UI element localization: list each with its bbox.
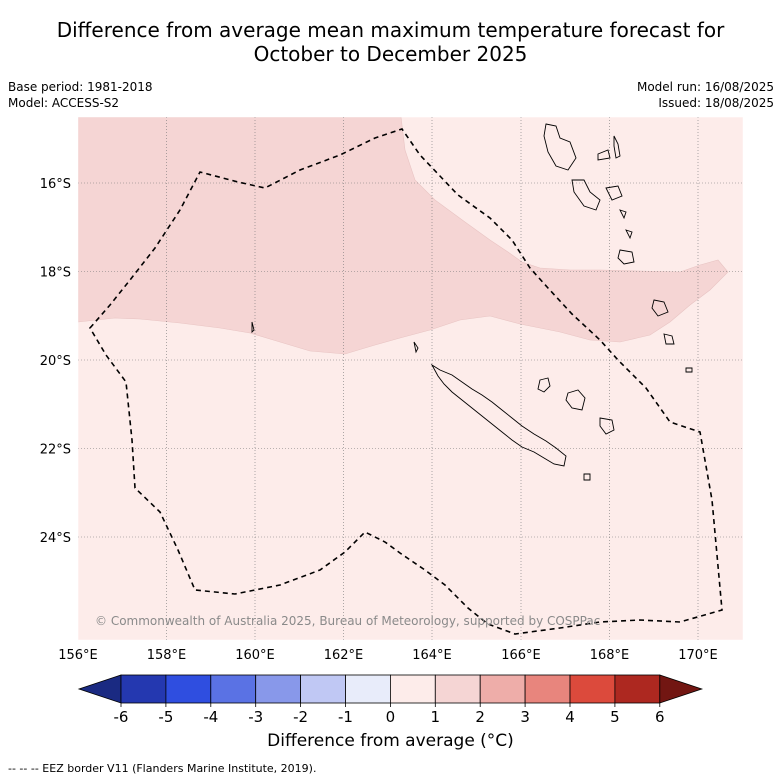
vanuatu-espiritu-santo bbox=[543, 123, 577, 171]
lon-label-158e: 158°E bbox=[147, 648, 187, 663]
colorbar-tick-label: 4 bbox=[565, 708, 575, 726]
colorbar-segment bbox=[345, 674, 391, 704]
colorbar-tick-label: 3 bbox=[520, 708, 530, 726]
vanuatu-efate bbox=[605, 185, 623, 201]
colorbar-segment bbox=[569, 674, 616, 704]
colorbar-segment bbox=[255, 674, 301, 704]
issued-date: Issued: 18/08/2025 bbox=[658, 96, 774, 110]
meta-left: Base period: 1981-2018 Model: ACCESS-S2 bbox=[8, 79, 153, 111]
colorbar-segment bbox=[389, 674, 436, 704]
colorbar-segment bbox=[614, 674, 661, 704]
vanuatu-island-d bbox=[625, 229, 633, 240]
colorbar-segment bbox=[165, 674, 212, 704]
colorbar-tick-label: 1 bbox=[431, 708, 441, 726]
colorbar-segment bbox=[120, 674, 167, 704]
lon-label-168e: 168°E bbox=[590, 648, 630, 663]
lon-label-160e: 160°E bbox=[235, 648, 275, 663]
colorbar-tick-label: 2 bbox=[475, 708, 485, 726]
lat-label-22s: 22°S bbox=[40, 443, 71, 458]
title-line-2: October to December 2025 bbox=[253, 42, 528, 66]
model-run: Model run: 16/08/2025 bbox=[636, 80, 774, 94]
colorbar-tick-label: -1 bbox=[338, 708, 353, 726]
new-caledonia-island bbox=[430, 363, 567, 467]
isle-of-pines bbox=[583, 473, 591, 481]
colorbar-tick-label: 5 bbox=[610, 708, 620, 726]
colorbar-segment bbox=[210, 674, 257, 704]
walpole-island bbox=[663, 333, 675, 345]
colorbar-title: Difference from average (°C) bbox=[267, 731, 514, 751]
vanuatu-malekula bbox=[571, 179, 601, 211]
anomaly-1-2-region bbox=[78, 117, 729, 355]
vanuatu-island-c bbox=[619, 209, 627, 220]
colorbar-extension-low bbox=[77, 674, 122, 704]
longitude-labels: 156°E 158°E 160°E 162°E 164°E 166°E 168°… bbox=[58, 648, 718, 663]
model-name: Model: ACCESS-S2 bbox=[8, 96, 120, 110]
map-title: Difference from average mean maximum tem… bbox=[0, 18, 781, 66]
lat-label-20s: 20°S bbox=[40, 354, 71, 369]
chesterfield-island bbox=[251, 321, 255, 334]
colorbar-tick-label: -4 bbox=[203, 708, 218, 726]
base-period: Base period: 1981-2018 bbox=[8, 80, 153, 94]
coastlines bbox=[251, 123, 693, 481]
colorbar-segment bbox=[434, 674, 481, 704]
eez-border bbox=[89, 128, 723, 635]
loyalty-island-3 bbox=[599, 417, 615, 435]
loyalty-island-1 bbox=[537, 377, 551, 393]
eez-legend-footer: -- -- -- EEZ border V11 (Flanders Marine… bbox=[8, 762, 317, 775]
meta-right: Model run: 16/08/2025 Issued: 18/08/2025 bbox=[637, 79, 774, 111]
colorbar-tick-label: -3 bbox=[248, 708, 263, 726]
belep-islets bbox=[413, 341, 419, 354]
vanuatu-tanna bbox=[617, 249, 635, 265]
colorbar-segment bbox=[300, 674, 346, 704]
colorbar-tick-label: -5 bbox=[158, 708, 173, 726]
vanuatu-island-b bbox=[613, 135, 621, 159]
lon-label-162e: 162°E bbox=[324, 648, 364, 663]
lon-label-166e: 166°E bbox=[501, 648, 541, 663]
copyright-notice: © Commonwealth of Australia 2025, Bureau… bbox=[95, 614, 600, 628]
colorbar-tick-label: -6 bbox=[114, 708, 129, 726]
lon-label-164e: 164°E bbox=[412, 648, 452, 663]
colorbar-segment bbox=[479, 674, 526, 704]
hunter-island bbox=[685, 367, 693, 373]
graticule bbox=[78, 117, 743, 640]
lon-label-156e: 156°E bbox=[58, 648, 98, 663]
title-line-1: Difference from average mean maximum tem… bbox=[56, 18, 725, 42]
vanuatu-aneityum bbox=[651, 299, 669, 317]
vanuatu-island-a bbox=[597, 149, 611, 161]
map-frame bbox=[77, 116, 744, 641]
lon-label-170e: 170°E bbox=[678, 648, 718, 663]
colorbar-tick-label: -2 bbox=[293, 708, 308, 726]
lat-label-24s: 24°S bbox=[40, 531, 71, 546]
colorbar-ticks: -6 -5 -4 -3 -2 -1 0 1 2 3 4 5 6 bbox=[114, 703, 665, 726]
colorbar-extension-high bbox=[659, 674, 704, 704]
latitude-labels: 16°S 18°S 20°S 22°S 24°S bbox=[40, 177, 71, 546]
lat-label-16s: 16°S bbox=[40, 177, 71, 192]
colorbar bbox=[77, 674, 704, 704]
colorbar-tick-label: 0 bbox=[386, 708, 396, 726]
lat-label-18s: 18°S bbox=[40, 266, 71, 281]
colorbar-segment bbox=[524, 674, 571, 704]
loyalty-island-2 bbox=[565, 389, 586, 411]
colorbar-tick-label: 6 bbox=[655, 708, 665, 726]
